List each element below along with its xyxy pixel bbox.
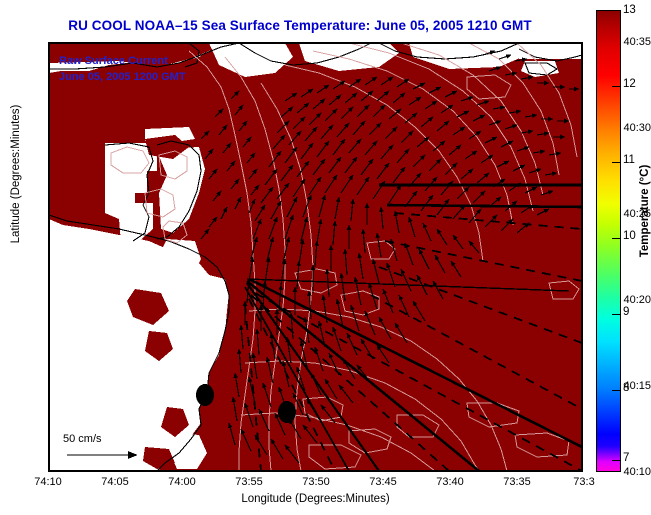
colorbar-tick: 8	[623, 382, 630, 394]
x-axis-label: Longitude (Degrees:Minutes)	[241, 493, 390, 505]
map-plot-area[interactable]: Raw Surface Current June 05, 2005 1200 G…	[48, 42, 583, 472]
y-tick: 40:35	[623, 36, 651, 48]
y-tick: 40:20	[623, 294, 651, 306]
radar-site-marker	[196, 384, 214, 406]
colorbar-label: Temperature (°C)	[639, 164, 651, 258]
colorbar-tick: 13	[623, 4, 636, 16]
x-tick: 73:50	[302, 476, 330, 488]
page-title: RU COOL NOAA–15 Sea Surface Temperature:…	[68, 18, 532, 33]
x-tick: 73:45	[369, 476, 397, 488]
y-tick: 40:10	[623, 466, 651, 478]
y-tick: 40:25	[623, 208, 651, 220]
scale-bar-label: 50 cm/s	[63, 433, 102, 445]
x-tick: 73:55	[235, 476, 263, 488]
colorbar-tick: 11	[623, 154, 635, 166]
colorbar-tick: 12	[623, 78, 636, 90]
y-tick: 40:30	[623, 122, 651, 134]
radar-site-marker	[278, 401, 296, 423]
colorbar-tick: 9	[623, 306, 630, 318]
x-tick: 73:40	[436, 476, 464, 488]
x-tick: 74:10	[34, 476, 62, 488]
x-tick: 74:00	[168, 476, 196, 488]
colorbar[interactable]	[596, 10, 621, 472]
y-axis-label: Latitude (Degrees:Minutes)	[10, 104, 22, 244]
colorbar-tick: 7	[623, 452, 630, 464]
y-tick: 40:15	[623, 380, 651, 392]
x-tick: 74:05	[101, 476, 129, 488]
colorbar-tick: 10	[623, 230, 636, 242]
x-tick: 73:35	[503, 476, 531, 488]
x-tick: 73:3	[573, 476, 595, 488]
